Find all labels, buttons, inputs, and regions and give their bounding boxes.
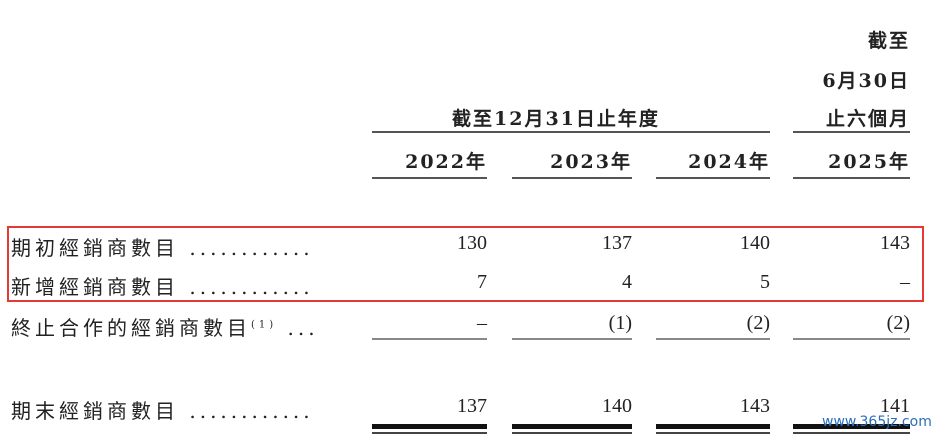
header-rule xyxy=(372,131,770,133)
row-label-text: 期末經銷商數目 xyxy=(11,399,179,423)
column-header: 2025年 xyxy=(828,151,910,173)
header-rule xyxy=(793,131,910,133)
table-cell: 7 xyxy=(477,271,487,293)
table-cell: 140 xyxy=(740,232,770,254)
subtotal-rule xyxy=(372,338,487,340)
subtotal-rule xyxy=(656,338,770,340)
table-cell: 137 xyxy=(602,232,632,254)
row-label-text: 新增經銷商數目 xyxy=(11,275,179,299)
column-rule xyxy=(793,177,910,179)
leader-dots: ............ xyxy=(189,399,314,423)
total-rule xyxy=(512,432,632,434)
column-header: 2023年 xyxy=(550,151,632,173)
table-cell: 141 xyxy=(880,395,910,417)
table-cell: 143 xyxy=(880,232,910,254)
total-rule xyxy=(793,424,910,429)
watermark: www.365jz.com xyxy=(822,414,932,430)
table-cell: 130 xyxy=(457,232,487,254)
table-cell: (2) xyxy=(886,312,910,334)
column-rule xyxy=(372,177,487,179)
total-rule xyxy=(656,432,770,434)
subtotal-rule xyxy=(512,338,632,340)
highlight-box xyxy=(7,226,924,302)
header-6m-line2: 6月30日 xyxy=(822,70,910,92)
row-label: 期末經銷商數目 ............ xyxy=(11,395,314,424)
table-cell: 5 xyxy=(760,271,770,293)
table-cell: – xyxy=(900,271,910,293)
table-cell: 143 xyxy=(740,395,770,417)
table-cell: (2) xyxy=(746,312,770,334)
footnote-ref: (1) xyxy=(251,319,278,331)
total-rule xyxy=(372,432,487,434)
row-label: 期初經銷商數目 ............ xyxy=(11,232,314,261)
column-rule xyxy=(512,177,632,179)
table-cell: 137 xyxy=(457,395,487,417)
subtotal-rule xyxy=(793,338,910,340)
column-header: 2024年 xyxy=(688,151,770,173)
table-cell: 4 xyxy=(622,271,632,293)
header-6m-line3: 止六個月 xyxy=(825,108,910,130)
total-rule xyxy=(793,432,910,434)
column-rule xyxy=(656,177,770,179)
table-cell: 140 xyxy=(602,395,632,417)
total-rule xyxy=(512,424,632,429)
row-label: 終止合作的經銷商數目(1) ... xyxy=(11,312,319,341)
row-label: 新增經銷商數目 ............ xyxy=(11,271,314,300)
table-cell: (1) xyxy=(608,312,632,334)
column-header: 2022年 xyxy=(405,151,487,173)
table-cell: – xyxy=(477,312,487,334)
header-6m-line1: 截至 xyxy=(867,30,910,52)
total-rule xyxy=(656,424,770,429)
leader-dots: ............ xyxy=(189,275,314,299)
total-rule xyxy=(372,424,487,429)
header-year: 截至12月31日止年度 xyxy=(452,108,660,130)
row-label-text: 終止合作的經銷商數目 xyxy=(11,316,251,340)
leader-dots: ............ xyxy=(189,236,314,260)
row-label-text: 期初經銷商數目 xyxy=(11,236,179,260)
leader-dots: ... xyxy=(287,316,319,340)
